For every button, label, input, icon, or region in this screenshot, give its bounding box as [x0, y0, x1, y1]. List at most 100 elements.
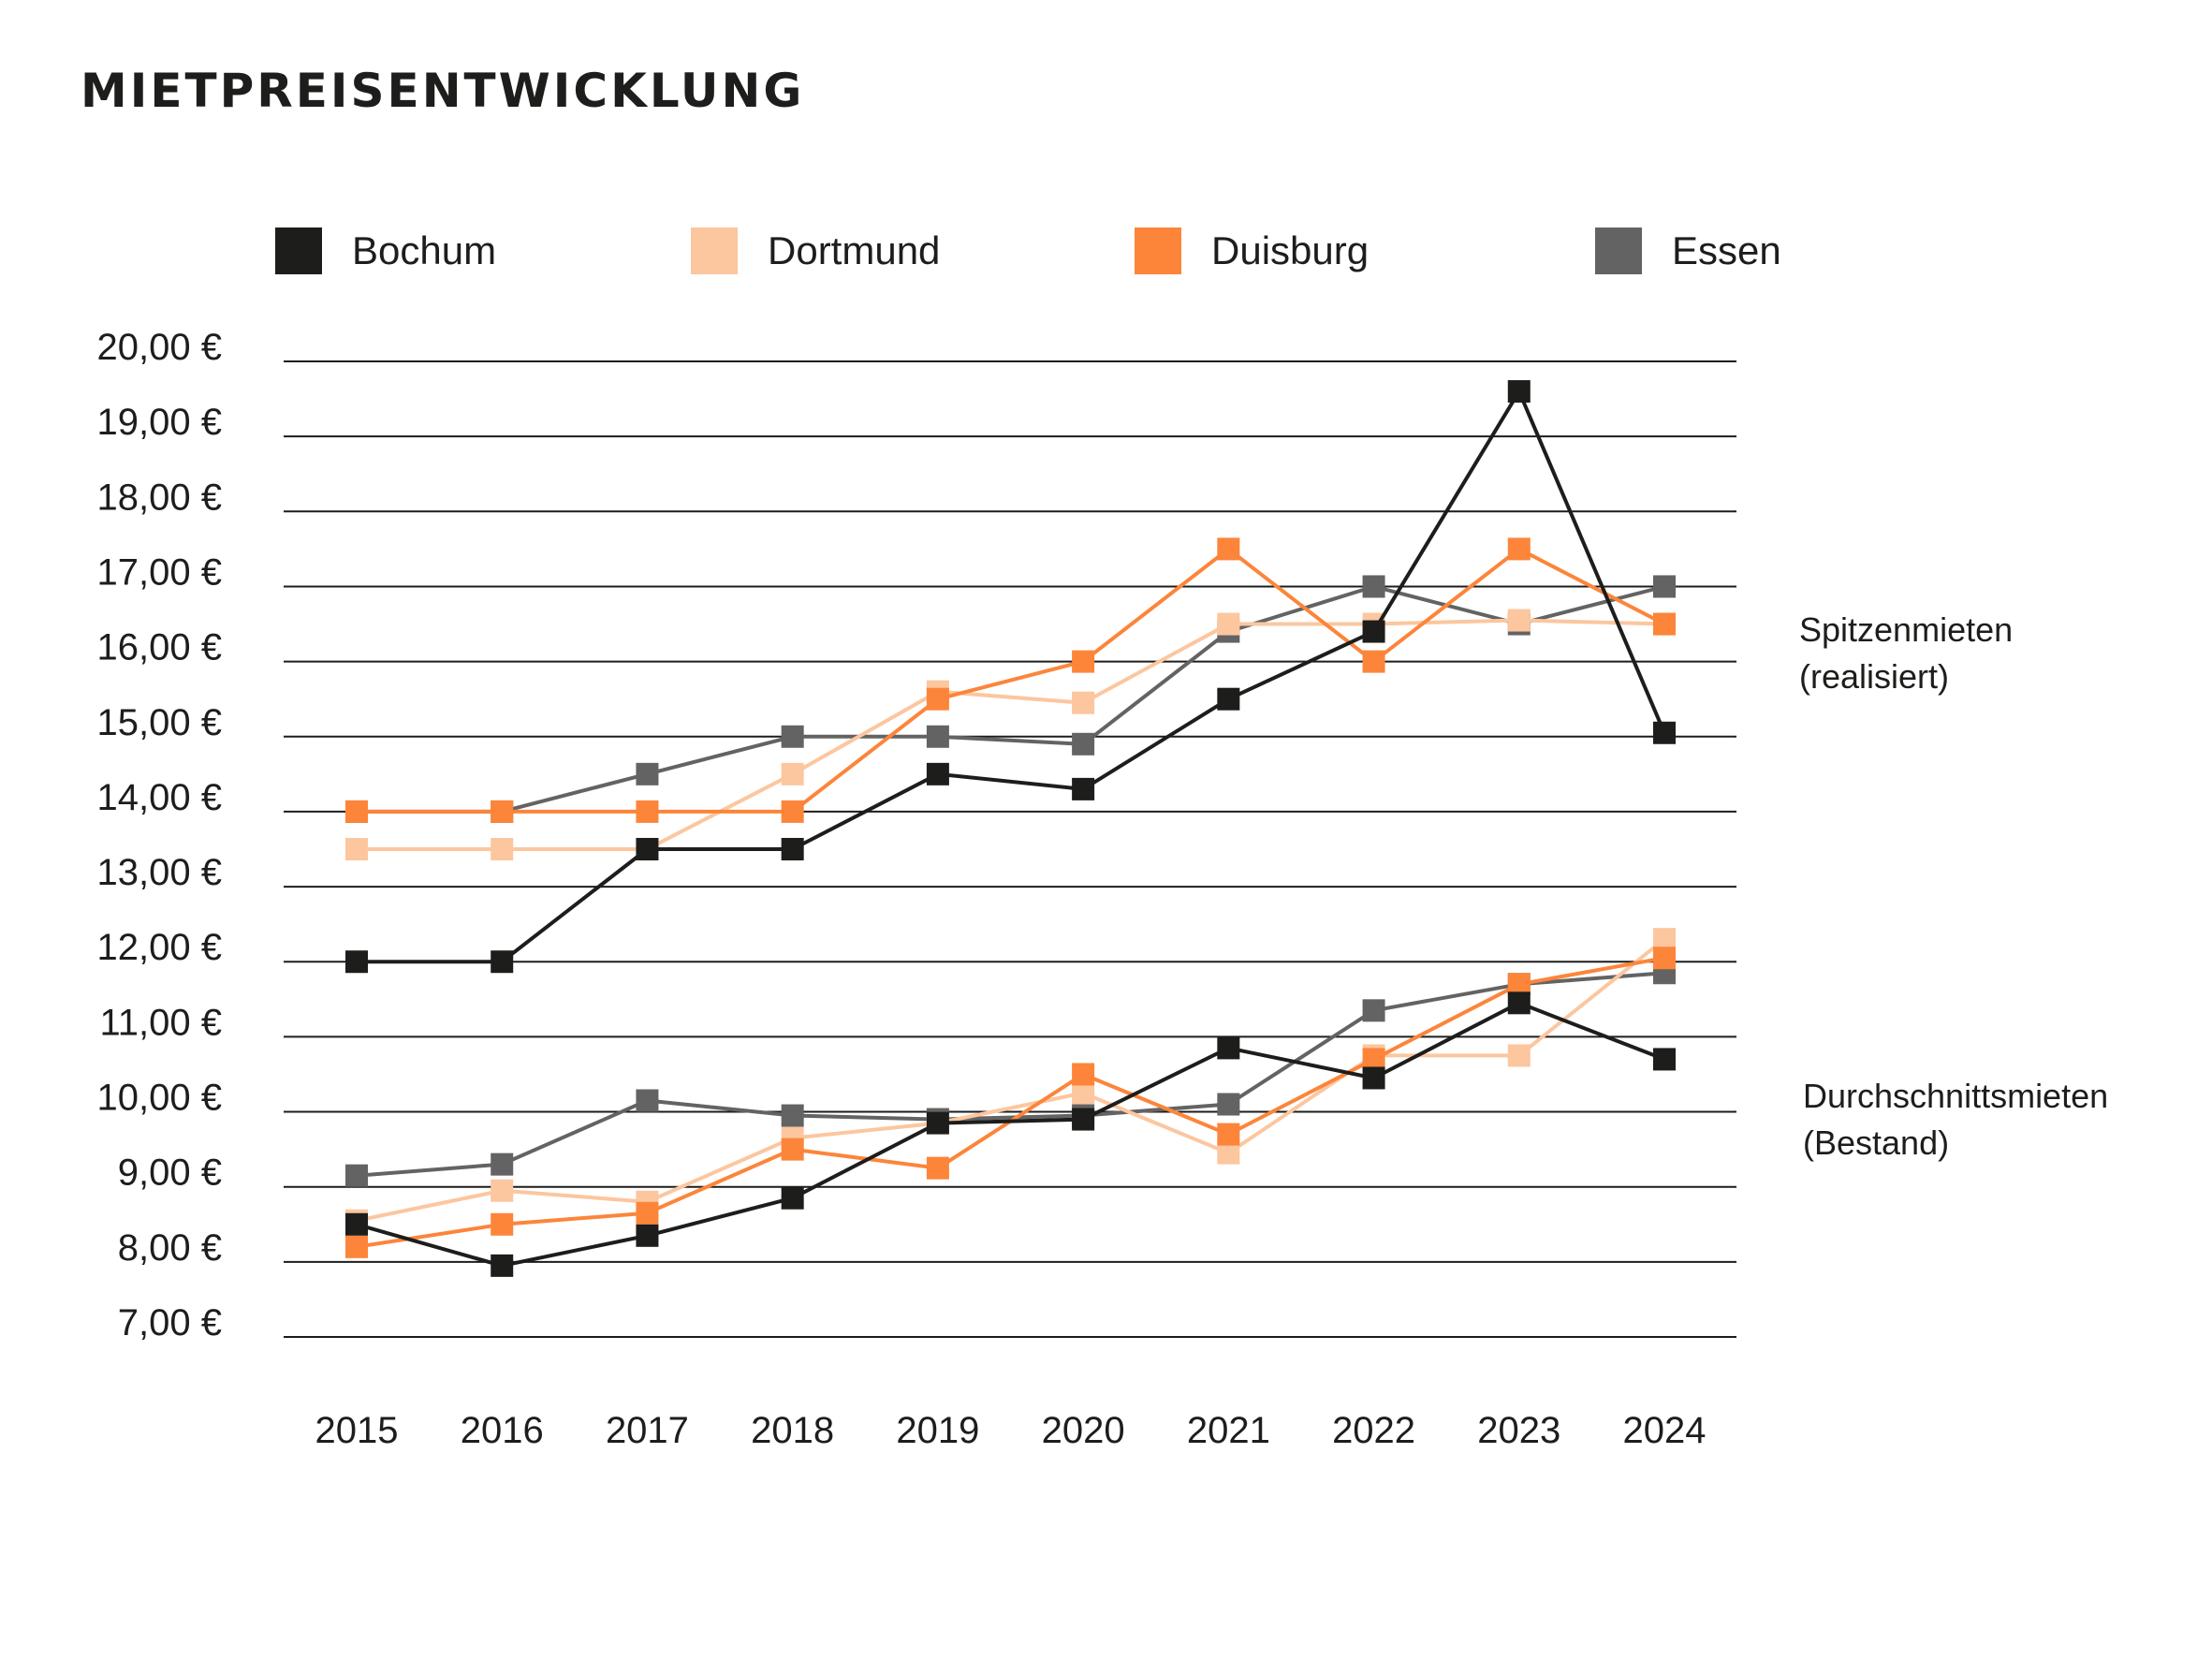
data-point-essen: [636, 1089, 659, 1112]
data-point-bochum: [636, 1224, 659, 1247]
data-point-dortmund: [491, 1179, 514, 1202]
data-point-bochum: [491, 1254, 514, 1277]
data-point-duisburg: [491, 1212, 514, 1236]
y-tick-label: 14,00 €: [97, 777, 222, 818]
series-essen-group2: [345, 962, 1676, 1187]
data-point-duisburg: [345, 1235, 368, 1258]
data-point-essen: [636, 762, 659, 785]
x-tick-label: 2023: [1477, 1410, 1560, 1451]
data-point-bochum: [1653, 1048, 1676, 1071]
data-point-bochum: [781, 1186, 804, 1210]
data-point-essen: [491, 1152, 514, 1176]
legend-label-dortmund: Dortmund: [768, 228, 941, 272]
data-point-dortmund: [1217, 1141, 1240, 1165]
data-point-duisburg: [1653, 947, 1676, 970]
y-tick-label: 18,00 €: [97, 477, 222, 518]
data-point-bochum: [1072, 1108, 1095, 1131]
legend-item-duisburg: Duisburg: [1135, 225, 1369, 277]
x-axis-ticks: 2015 2016 2017 2018 2019 2020 2021 2022 2023 2024: [315, 1410, 1707, 1451]
x-tick-label: 2018: [751, 1410, 834, 1451]
x-tick-label: 2015: [315, 1410, 399, 1451]
data-point-duisburg: [781, 800, 804, 823]
data-point-essen: [1217, 1093, 1240, 1116]
data-point-bochum: [636, 838, 659, 860]
data-point-dortmund: [345, 838, 368, 860]
data-point-bochum: [1362, 1066, 1385, 1090]
y-tick-label: 17,00 €: [97, 551, 222, 593]
series-line-dortmund: [356, 937, 1666, 1223]
group-label-durchschnittsmieten-line1: Durchschnittsmieten: [1803, 1077, 2109, 1115]
legend-swatch-dortmund: [691, 228, 738, 274]
data-point-essen: [781, 725, 804, 748]
data-point-bochum: [926, 1111, 949, 1135]
group-label-spitzenmieten-line1: Spitzenmieten: [1799, 610, 2014, 649]
data-point-duisburg: [926, 687, 949, 711]
data-point-duisburg: [1507, 973, 1531, 996]
series-line-dortmund: [357, 618, 1665, 851]
y-tick-label: 20,00 €: [97, 327, 222, 368]
data-point-bochum: [1507, 380, 1531, 404]
series-line-bochum: [356, 1001, 1665, 1268]
data-point-duisburg: [1362, 650, 1385, 673]
data-point-dortmund: [1507, 609, 1531, 632]
data-point-essen: [1072, 732, 1095, 756]
data-point-duisburg: [345, 800, 368, 823]
y-tick-label: 16,00 €: [97, 627, 222, 668]
legend-label-essen: Essen: [1672, 228, 1781, 272]
x-tick-label: 2016: [461, 1410, 544, 1451]
data-point-duisburg: [926, 1156, 949, 1180]
data-point-essen: [1653, 575, 1676, 598]
data-point-bochum: [345, 1212, 368, 1236]
data-point-bochum: [345, 950, 368, 974]
data-point-bochum: [491, 950, 514, 974]
data-point-duisburg: [1072, 650, 1095, 673]
legend-item-essen: Essen: [1595, 225, 1781, 277]
group-label-durchschnittsmieten: Durchschnittsmieten (Bestand): [1803, 1073, 2108, 1167]
data-point-duisburg: [1507, 537, 1531, 561]
x-tick-label: 2020: [1042, 1410, 1125, 1451]
y-tick-label: 8,00 €: [118, 1227, 222, 1269]
data-point-bochum: [781, 838, 804, 860]
series-bochum-group2: [345, 991, 1676, 1277]
data-point-essen: [781, 1104, 804, 1127]
y-tick-label: 13,00 €: [97, 852, 222, 893]
data-point-duisburg: [1362, 1048, 1385, 1071]
data-point-duisburg: [781, 1138, 804, 1161]
legend-item-bochum: Bochum: [275, 225, 496, 277]
y-tick-label: 7,00 €: [118, 1302, 222, 1343]
x-tick-label: 2022: [1332, 1410, 1415, 1451]
x-tick-label: 2021: [1187, 1410, 1270, 1451]
legend-swatch-essen: [1595, 228, 1642, 274]
y-tick-label: 19,00 €: [97, 402, 222, 443]
data-point-bochum: [926, 762, 949, 785]
data-point-duisburg: [1217, 537, 1240, 561]
series-line-duisburg: [356, 956, 1665, 1249]
series-bochum-group1: [345, 380, 1676, 974]
data-point-dortmund: [1072, 1081, 1095, 1105]
data-point-essen: [345, 1164, 368, 1187]
data-point-duisburg: [1217, 1123, 1240, 1146]
legend-swatch-bochum: [275, 228, 322, 274]
group-label-spitzenmieten-line2: (realisiert): [1799, 657, 1950, 696]
data-point-dortmund: [781, 762, 804, 785]
y-axis-ticks: 20,00 € 19,00 € 18,00 € 17,00 € 16,00 € 15,00…: [97, 327, 222, 1343]
data-point-essen: [926, 725, 949, 748]
data-point-bochum: [1072, 777, 1095, 800]
series: [345, 380, 1676, 1277]
y-tick-label: 15,00 €: [97, 702, 222, 743]
data-point-bochum: [1653, 721, 1676, 744]
x-tick-label: 2024: [1623, 1410, 1707, 1451]
data-point-duisburg: [1072, 1063, 1095, 1086]
legend-item-dortmund: Dortmund: [691, 225, 940, 277]
data-point-dortmund: [1653, 928, 1676, 951]
series-duisburg-group1: [345, 537, 1676, 823]
chart-title: MIETPREISENTWICKLUNG: [81, 64, 805, 118]
group-label-spitzenmieten: Spitzenmieten (realisiert): [1799, 607, 2013, 700]
y-tick-label: 11,00 €: [100, 1002, 223, 1043]
legend-label-bochum: Bochum: [352, 228, 497, 272]
data-point-bochum: [1362, 620, 1385, 643]
series-line-duisburg: [357, 547, 1665, 814]
data-point-dortmund: [1507, 1044, 1531, 1067]
data-point-bochum: [1217, 687, 1240, 711]
